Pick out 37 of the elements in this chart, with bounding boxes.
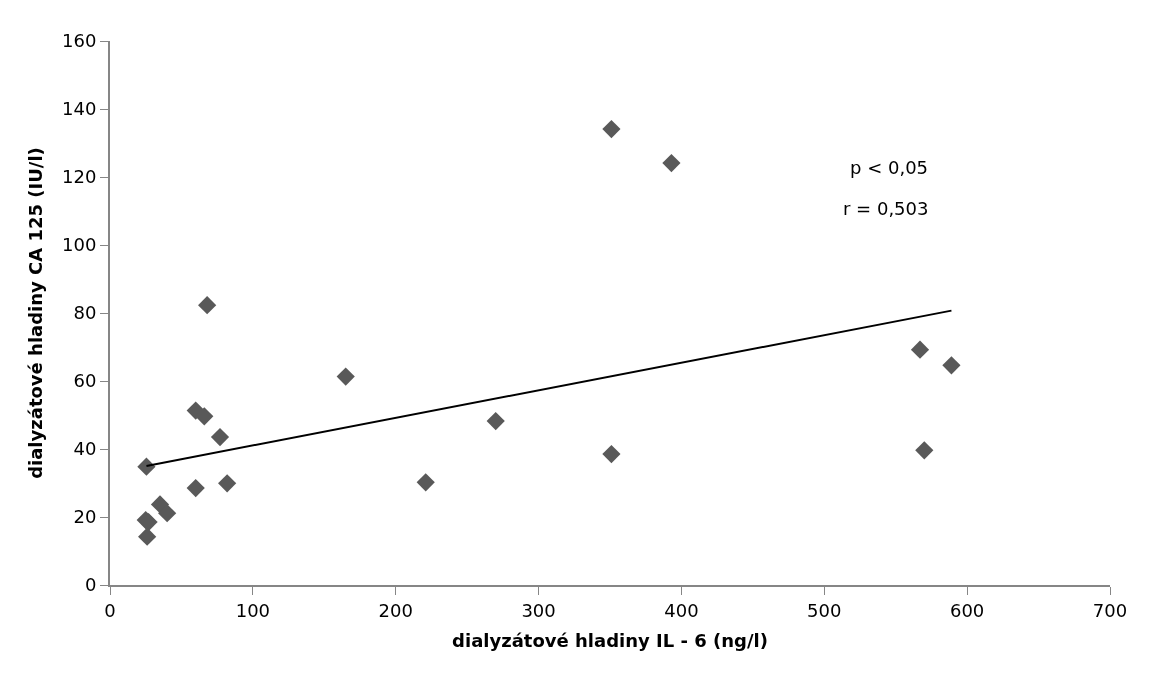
y-tick-label: 0 (84, 574, 97, 596)
y-tick-label: 20 (73, 506, 97, 528)
point (218, 474, 237, 493)
annotation: r = 0,503 (843, 198, 929, 219)
x-tick-label: 500 (807, 599, 842, 621)
x-tick-label: 700 (1092, 599, 1128, 621)
y-tick-label: 100 (62, 234, 97, 256)
point (210, 428, 230, 447)
point (910, 340, 930, 359)
x-axis-title: dialyzátové hladiny IL - 6 (ng/l) (452, 630, 768, 652)
point (416, 473, 435, 492)
point (138, 527, 157, 546)
x-tick-label: 300 (521, 599, 556, 621)
y-tick-label: 60 (73, 370, 97, 392)
x-tick-label: 400 (664, 599, 699, 621)
point (486, 412, 505, 431)
point (602, 445, 621, 464)
y-tick-label: 120 (62, 166, 97, 188)
point (336, 367, 355, 386)
point (662, 153, 681, 173)
x-tick-label: 100 (235, 599, 271, 621)
point (602, 119, 621, 139)
y-tick-label: 140 (62, 98, 97, 120)
point (198, 296, 217, 315)
annotation: p < 0,05 (850, 157, 929, 178)
x-tick-label: 0 (104, 599, 116, 621)
point (186, 479, 205, 498)
x-tick-label: 200 (378, 599, 413, 621)
point (915, 441, 934, 460)
point (942, 356, 961, 375)
y-tick-label: 160 (62, 30, 97, 52)
point (158, 504, 177, 523)
y-tick-label: 40 (73, 438, 97, 460)
y-tick-label: 80 (73, 302, 97, 324)
point (195, 407, 214, 426)
y-axis-title: dialyzátové hladiny CA 125 (IU/l) (24, 147, 46, 479)
x-tick-label: 600 (949, 599, 985, 621)
